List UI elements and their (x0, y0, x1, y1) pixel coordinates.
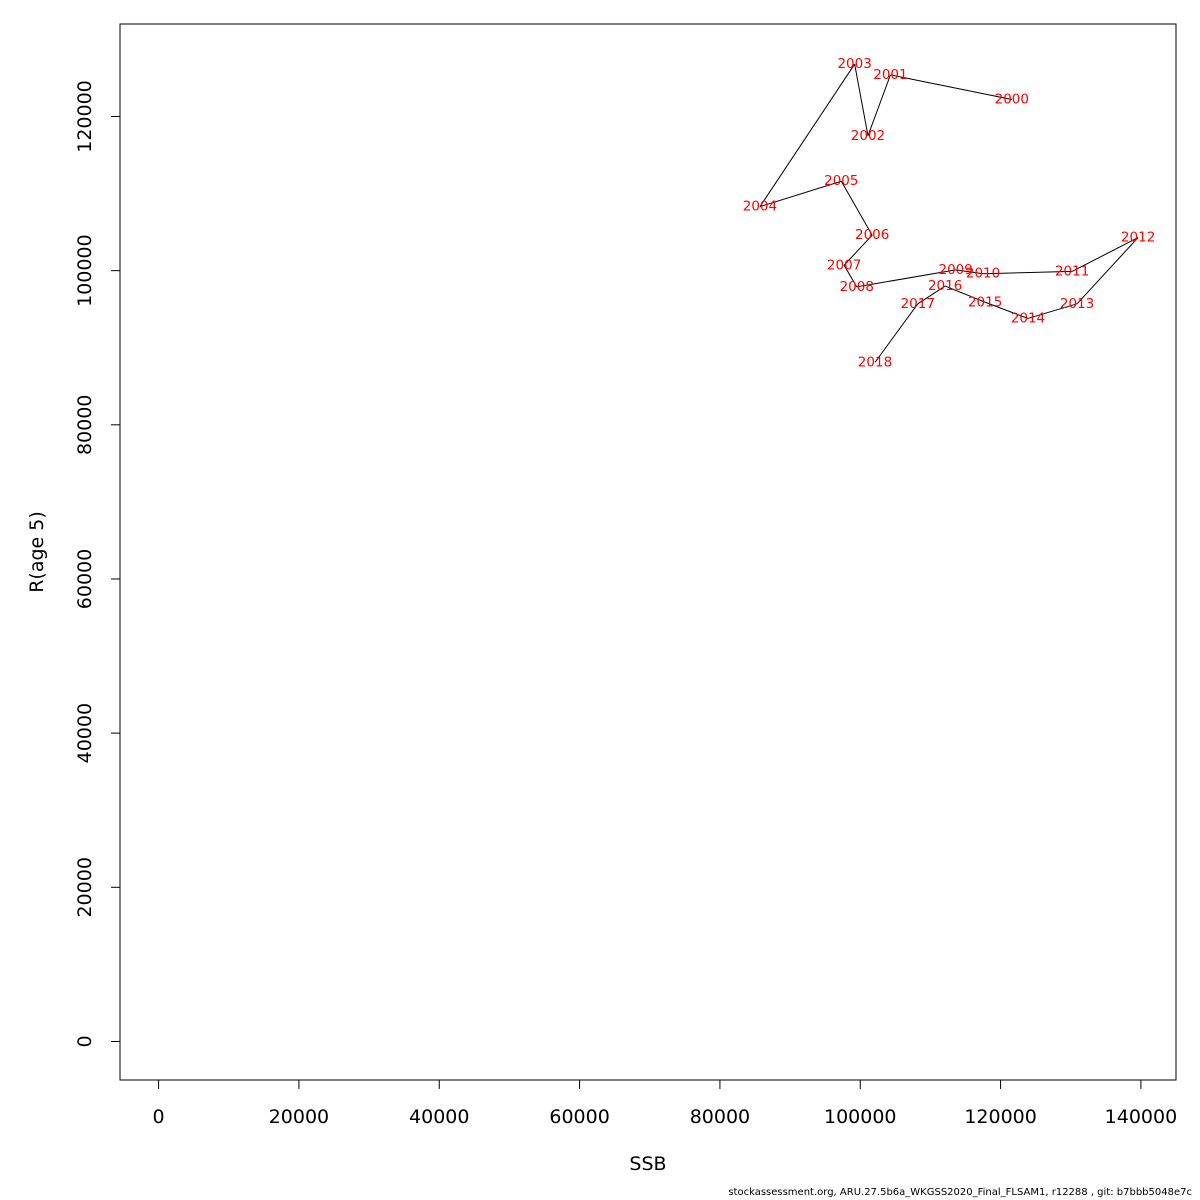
y-tick-label: 100000 (74, 234, 96, 307)
point-label-2010: 2010 (966, 266, 1000, 282)
x-tick-label: 120000 (964, 1106, 1037, 1128)
point-label-2016: 2016 (928, 278, 962, 294)
point-label-2002: 2002 (851, 128, 885, 144)
trajectory-segment (874, 303, 919, 363)
point-label-2001: 2001 (873, 67, 907, 83)
point-label-2004: 2004 (743, 199, 777, 215)
trajectory-segment (944, 285, 986, 303)
y-tick-label: 120000 (74, 80, 96, 153)
trajectory-segment (759, 180, 842, 208)
trajectory-segment (843, 265, 858, 288)
point-label-2007: 2007 (827, 257, 861, 273)
point-label-2014: 2014 (1011, 310, 1045, 326)
y-tick-label: 60000 (74, 549, 96, 609)
trajectory-segment (917, 285, 946, 305)
x-axis-title: SSB (629, 1153, 666, 1175)
point-label-2017: 2017 (901, 296, 935, 312)
x-tick-label: 80000 (690, 1106, 750, 1128)
y-tick-label: 80000 (74, 395, 96, 455)
trajectory-line (759, 63, 1139, 363)
x-tick-label: 60000 (549, 1106, 609, 1128)
point-label-2013: 2013 (1060, 296, 1094, 312)
x-tick-label: 0 (153, 1106, 165, 1128)
trajectory-segment (843, 234, 873, 266)
trajectory-segment (984, 301, 1029, 319)
y-axis-title: R(age 5) (26, 511, 48, 593)
point-label-2003: 2003 (837, 56, 871, 72)
footer-credit: stockassessment.org, ARU.27.5b6a_WKGSS20… (728, 1187, 1192, 1198)
trajectory-segment (759, 63, 856, 207)
trajectory-segment (983, 270, 1073, 275)
x-tick-label: 100000 (824, 1106, 897, 1128)
point-label-2011: 2011 (1055, 263, 1089, 279)
trajectory-segment (840, 180, 873, 236)
point-label-2005: 2005 (824, 173, 858, 189)
point-label-2015: 2015 (968, 294, 1002, 310)
trajectory-segment (890, 74, 1012, 101)
point-label-2012: 2012 (1121, 230, 1155, 246)
year-labels: 2000 2001 2002 2003 2004 2005 2006 2007 2008 2009… (743, 56, 1156, 370)
x-axis: 0 20000 40000 60000 80000 100000 120000 140000 (153, 1079, 1178, 1128)
point-label-2018: 2018 (858, 354, 892, 370)
trajectory-segment (1076, 237, 1139, 305)
trajectory-segment (1071, 237, 1139, 272)
trajectory-segment (955, 269, 984, 275)
x-tick-label: 140000 (1105, 1106, 1178, 1128)
y-tick-label: 0 (74, 1035, 96, 1047)
trajectory-segment (1027, 303, 1078, 319)
point-label-2000: 2000 (995, 92, 1029, 108)
y-tick-label: 20000 (74, 857, 96, 917)
point-label-2006: 2006 (855, 227, 889, 243)
y-tick-label: 40000 (74, 703, 96, 763)
trajectory-segment (854, 63, 869, 136)
x-tick-label: 20000 (269, 1106, 329, 1128)
plot-box (119, 23, 1177, 1081)
point-label-2008: 2008 (840, 279, 874, 295)
x-tick-label: 40000 (409, 1106, 469, 1128)
point-label-2009: 2009 (938, 262, 972, 278)
trajectory-segment (856, 269, 956, 288)
y-axis: 0 20000 40000 60000 80000 100000 120000 (74, 80, 121, 1048)
trajectory-segment (867, 74, 891, 136)
